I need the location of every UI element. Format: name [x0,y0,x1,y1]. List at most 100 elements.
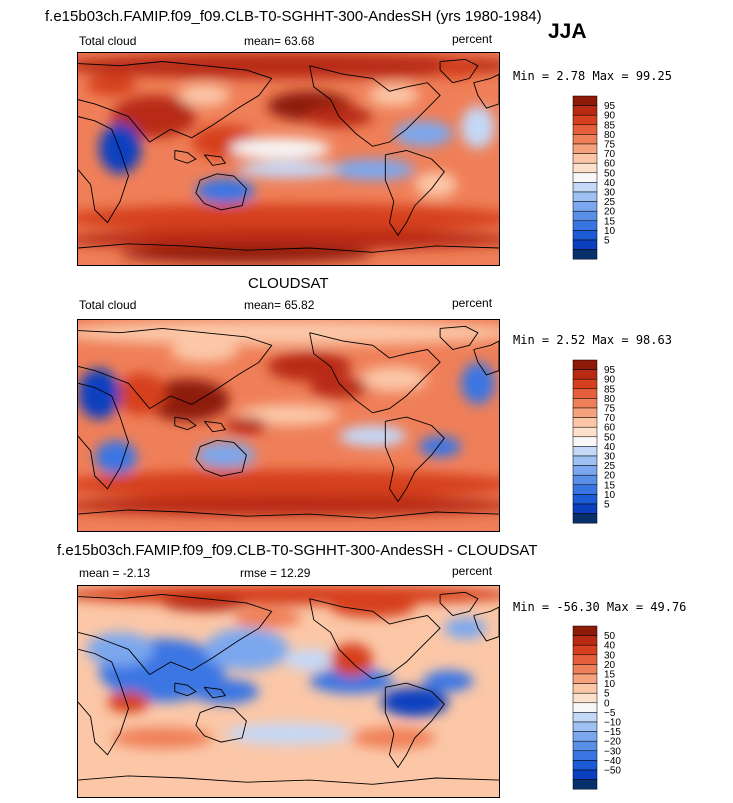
panel1-coastline [203,154,227,166]
panel2-coastlines [78,325,499,519]
panel1-colorbar-box [572,220,598,231]
panel2-coastline [78,382,129,490]
panel2-coastline [439,325,479,350]
panel3-colorbar-label: −50 [604,766,621,777]
panel3-mean-label: mean = -2.13 [79,566,151,580]
panel2-colorbar-label: 20 [604,471,616,482]
panel2-colorbar-label: 5 [604,500,610,511]
panel1-colorbar-box [572,210,598,222]
panel3-units-label: percent [452,564,493,578]
panel1-colorbar-label: 85 [604,120,616,131]
panel1-colorbar-label: 30 [604,188,616,199]
panel1-colorbar-label: 70 [604,149,616,160]
panel2-colorbar-box [572,513,598,524]
panel1-colorbar-box [572,153,598,164]
panel2-colorbar-label: 80 [604,394,616,405]
panel3-coastline [203,686,227,699]
panel1-map [77,52,500,266]
panel3-colorbar-label: 30 [604,650,616,661]
panel1-colorbar-label: 5 [604,236,610,247]
panel3-colorbar-label: 40 [604,641,616,652]
panel2-field-region [309,376,369,399]
panel1-field-region [120,245,373,263]
panel3-colorbar-label: 10 [604,679,616,690]
panel2-colorbar-label: 75 [604,404,616,415]
panel3-field-region [204,628,289,671]
panel1-coastline [78,61,273,143]
panel1-colorbar-box [572,124,598,135]
panel3-colorbar-box [572,740,598,752]
panel2-colorbar-box [572,484,598,495]
panel2-field-region [237,404,340,426]
panel1-colorbar-label: 40 [604,178,616,189]
panel3-colorbar-label: 0 [604,698,610,709]
panel1-colorbar-label: 25 [604,197,616,208]
panel3-field-region [191,678,260,705]
panel3-coastline [78,775,499,785]
panel1-colorbar-box [572,143,598,154]
panel3-coastline [309,598,441,680]
panel3-field-region [78,763,499,789]
panel2-colorbar-box [572,369,598,380]
panel3-colorbar-label: 15 [604,670,616,681]
panel1-field-region [229,137,331,159]
run-title: f.e15b03ch.FAMIP.f09_f09.CLB-T0-SGHHT-30… [45,8,542,25]
panel3-field-region [309,668,394,694]
panel3-field-region [284,649,335,671]
panel3-minmax: Min = -56.30 Max = 49.76 [513,600,687,614]
panel3-colorbar-label: −5 [604,708,616,719]
panel1-colorbar-label: 60 [604,159,616,170]
panel1-coastlines [78,58,499,253]
season-label: JJA [548,20,587,43]
panel1-field-region [179,84,230,106]
panel2-colorbar-box [572,388,598,399]
panel2-colorbar-label: 60 [604,423,616,434]
panel1-colorbar-label: 15 [604,216,616,227]
panel2-coastline [473,340,499,376]
panel3-field-region [225,723,352,745]
panel2-field-region [94,440,137,475]
panel1-colorbar-box [572,230,598,241]
panel2-colorbar-box [572,426,598,438]
panel3-colorbar-label: −40 [604,756,621,767]
panel3-title: f.e15b03ch.FAMIP.f09_f09.CLB-T0-SGHHT-30… [57,542,538,559]
panel2-field-region [267,351,352,382]
panel1-colorbar: 95 90 85 80 75 70 60 50 40 30 25 20 15 10 5 [572,95,633,261]
panel1-field-region [330,159,415,181]
panel1-coastline [439,58,479,84]
panel1-colorbar-label: 80 [604,130,616,141]
panel1-mean-label: mean= 63.68 [244,34,315,48]
panel3-colorbar-box [572,760,598,771]
panel2-colorbar-box [572,446,598,457]
panel2-colorbar-label: 40 [604,442,616,453]
panel3-colorbar-label: −15 [604,727,621,738]
panel1-colorbar-box [572,162,598,174]
panel3-field-region [351,727,436,749]
panel1-field-region [237,161,340,179]
panel3-colorbar-box [572,683,598,694]
panel3-colorbar-label: 5 [604,689,610,700]
panel1-left-label: Total cloud [79,34,137,48]
panel2-coastline [78,509,499,519]
panel1-colorbar-label: 10 [604,226,616,237]
panel3-coastline [78,593,273,676]
panel1-colorbar-box [572,134,598,145]
panel1-field-region [435,61,478,79]
panel2-colorbar-box [572,494,598,505]
panel3-colorbar-label: −10 [604,718,621,729]
panel2-colorbar: 95 90 85 80 75 70 60 50 40 30 25 20 15 10 5 [572,359,633,525]
panel2-title: CLOUDSAT [248,275,329,292]
panel1-field-region [78,53,499,79]
panel3-colorbar-box [572,721,598,732]
panel2-coastline [195,439,247,477]
panel1-colorbar-box [572,114,598,126]
panel1-map-svg [78,53,499,265]
panel2-colorbar-box [572,455,598,466]
panel2-colorbar-label: 10 [604,490,616,501]
panel3-coastlines [78,591,499,785]
panel2-field-region [360,366,428,392]
panel3-colorbar-box [572,673,598,684]
panel3-colorbar-label: −20 [604,737,621,748]
